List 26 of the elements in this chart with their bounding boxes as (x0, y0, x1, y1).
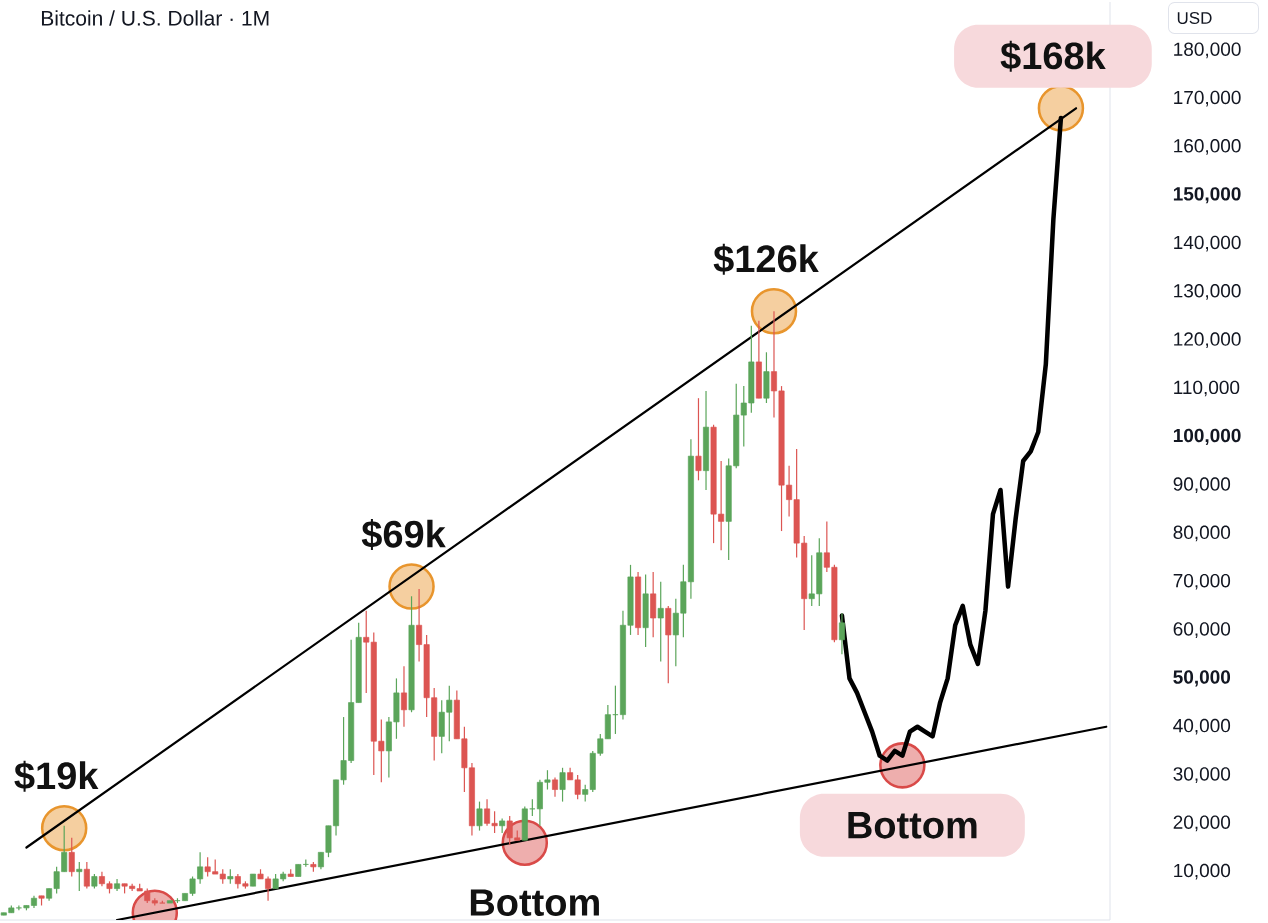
y-tick-label: 120,000 (1174, 332, 1241, 349)
y-tick-label: 90,000 (1173, 477, 1231, 493)
y-tick-label: 20,000 (1173, 815, 1231, 832)
data-label: $126k (713, 243, 819, 275)
data-label: Bottom (470, 889, 599, 916)
y-tick-label: 160,000 (1174, 139, 1241, 155)
y-tick-label: 170,000 (1174, 90, 1241, 107)
data-label: $19k (14, 760, 99, 792)
y-tick-label: 180,000 (1174, 42, 1241, 59)
y-tick-label: 10,000 (1174, 863, 1231, 880)
y-tick-label: 150,000 (1173, 187, 1241, 204)
data-label: Bottom (848, 812, 977, 839)
y-tick-label: 130,000 (1174, 284, 1241, 300)
data-label: $168k (1000, 40, 1106, 72)
y-tick-label: 140,000 (1174, 235, 1241, 252)
y-axis-title: USD (1177, 11, 1212, 24)
y-tick-label: 40,000 (1173, 718, 1231, 735)
y-tick-label: 50,000 (1173, 670, 1231, 687)
y-tick-label: 110,000 (1174, 380, 1240, 397)
y-tick-label: 70,000 (1173, 573, 1231, 590)
y-tick-label: 30,000 (1173, 767, 1231, 783)
y-tick-label: 80,000 (1173, 525, 1231, 542)
data-label: $69k (361, 519, 446, 551)
chart-title: Bitcoin / U.S. Dollar · 1M (41, 10, 269, 26)
y-tick-label: 100,000 (1173, 428, 1241, 445)
y-tick-label: 60,000 (1173, 622, 1231, 638)
